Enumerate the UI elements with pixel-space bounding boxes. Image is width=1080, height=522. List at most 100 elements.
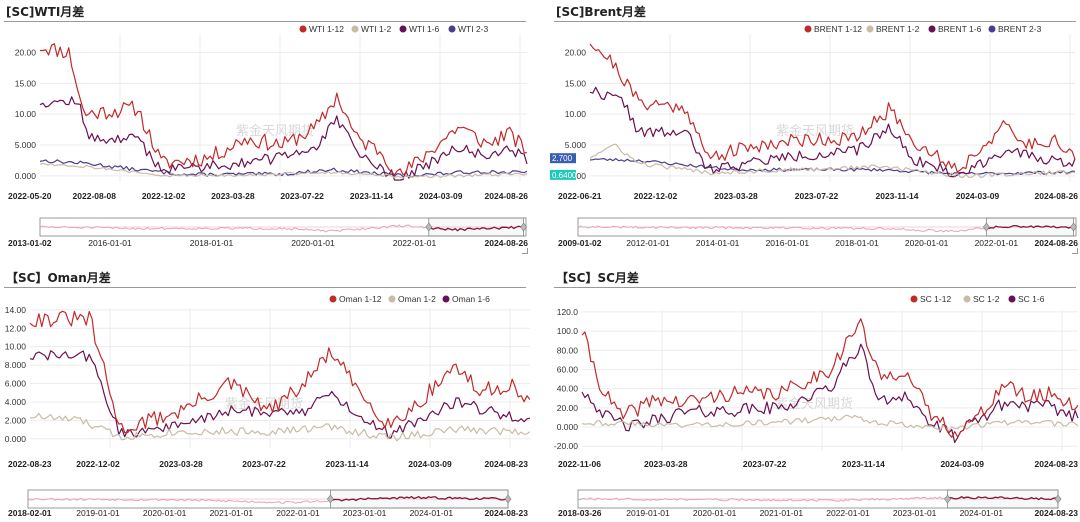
legend-label: WTI 2-3 <box>458 24 488 34</box>
legend-marker <box>329 295 337 303</box>
navigator-tick-label: 2020-01-01 <box>291 238 335 248</box>
x-tick-label: 2022-05-20 <box>8 191 52 201</box>
x-tick-label: 2024-03-09 <box>956 191 1000 201</box>
navigator-window <box>947 489 1059 509</box>
y-tick-label: 60.00 <box>557 364 579 374</box>
y-axis: -20.00 0.000 20.00 40.00 60.00 80.00 100.0 120.… <box>554 307 578 451</box>
y-tick-label: 4.000 <box>5 397 27 407</box>
watermark: 紫金天风期货 <box>776 123 854 139</box>
series-group <box>589 43 1076 179</box>
navigator-tick-label: 2018-02-01 <box>8 508 52 518</box>
navigator-handle-left <box>982 222 990 232</box>
title-divider <box>4 287 526 288</box>
legend-marker <box>988 25 996 33</box>
value-labels: 2.700 0.6400 <box>550 153 577 180</box>
legend-label: WTI 1-2 <box>361 24 391 34</box>
legend-label: SC 1-12 <box>920 294 951 304</box>
grid <box>582 310 1078 451</box>
series-line-3 <box>581 343 1079 444</box>
navigator-handle-right <box>520 222 527 232</box>
y-tick-label: 40.00 <box>557 384 579 394</box>
navigator-tick-label: 2024-08-23 <box>1035 508 1079 518</box>
series-group <box>39 43 528 181</box>
x-tick-label: 2023-07-22 <box>280 191 324 201</box>
x-tick-label: 2023-03-28 <box>714 191 758 201</box>
legend-marker <box>804 25 812 33</box>
y-tick-label: -20.00 <box>554 441 578 451</box>
x-tick-label: 2023-03-28 <box>211 191 255 201</box>
y-tick-label: 120.0 <box>557 307 579 317</box>
x-tick-label: 2023-03-28 <box>159 459 203 469</box>
x-tick-label: 2024-03-09 <box>940 459 984 469</box>
x-axis: 2022-08-23 2022-12-02 2023-03-28 2023-07-22… <box>8 459 528 469</box>
chart-title: [SC]Brent月差 <box>556 5 646 19</box>
series-line-4 <box>39 159 528 178</box>
y-tick-label: 14.00 <box>5 305 27 315</box>
navigator-tick-label: 2024-01-01 <box>410 508 454 518</box>
navigator-tick-label: 2013-01-02 <box>8 238 52 248</box>
y-tick-label: 100.0 <box>557 326 579 336</box>
y-tick-label: 2.000 <box>5 415 27 425</box>
y-tick-label: 12.00 <box>5 323 27 333</box>
navigator: 2018-02-01 2019-01-01 2020-01-01 2021-01-01… <box>8 489 528 518</box>
resize-handle[interactable] <box>522 248 528 254</box>
navigator: 2009-01-02 2012-01-01 2014-01-01 2016-01-01… <box>558 217 1079 248</box>
legend-label: Oman 1-2 <box>398 294 436 304</box>
navigator-tick-label: 2023-01-01 <box>893 508 937 518</box>
x-tick-label: 2023-11-14 <box>325 459 368 469</box>
series-line-3 <box>39 96 528 181</box>
navigator-selected-series <box>988 224 1074 230</box>
legend-label: BRENT 1-2 <box>876 24 920 34</box>
navigator-tick-label: 2016-01-01 <box>766 238 810 248</box>
y-tick-label: 80.00 <box>557 345 579 355</box>
x-tick-label: 2023-11-14 <box>842 459 885 469</box>
series-line-1 <box>40 43 528 176</box>
series-line-1 <box>29 310 530 434</box>
legend-label: Oman 1-6 <box>452 294 490 304</box>
navigator-tick-label: 2012-01-01 <box>626 238 670 248</box>
y-axis: 0.000 2.000 4.000 6.000 8.000 10.00 12.00 14.00 <box>5 305 27 444</box>
x-tick-label: 2022-08-08 <box>73 191 117 201</box>
y-tick-label: 20.00 <box>15 48 37 58</box>
navigator-selected-series <box>331 495 509 502</box>
x-tick-label: 2023-07-22 <box>795 191 839 201</box>
series-line-1 <box>581 318 1079 438</box>
series-line-1 <box>589 43 1076 173</box>
navigator-tick-label: 2020-01-01 <box>905 238 949 248</box>
navigator-selected-series <box>430 225 524 232</box>
legend-label: WTI 1-6 <box>409 24 439 34</box>
legend-label: WTI 1-12 <box>309 24 344 34</box>
y-tick-label: 0.000 <box>5 434 27 444</box>
x-tick-label: 2023-03-28 <box>644 459 688 469</box>
navigator-handle-left <box>425 222 433 232</box>
navigator-tick-label: 2024-08-26 <box>1035 238 1079 248</box>
y-tick-label: 10.00 <box>5 342 27 352</box>
x-axis: 2022-06-21 2022-12-02 2023-03-28 2023-07-22… <box>558 191 1078 201</box>
legend-marker <box>1008 295 1016 303</box>
navigator-handle-right <box>1070 222 1077 232</box>
navigator-tick-label: 2022-01-01 <box>393 238 437 248</box>
legend-label: Oman 1-12 <box>339 294 382 304</box>
legend-label: BRENT 1-6 <box>938 24 982 34</box>
y-tick-label: 15.00 <box>15 78 37 88</box>
navigator-handle-left <box>327 494 334 504</box>
navigator-tick-label: 2018-01-01 <box>835 238 879 248</box>
resize-handle[interactable] <box>1072 248 1078 254</box>
legend-marker <box>910 295 918 303</box>
y-axis: 0.000 5.000 10.00 15.00 20.00 <box>15 48 37 181</box>
grid <box>30 308 530 448</box>
legend-marker <box>299 25 307 33</box>
navigator-tick-label: 2019-01-01 <box>626 508 670 518</box>
navigator-tick-label: 2022-01-01 <box>276 508 320 518</box>
navigator-tick-label: 2020-01-01 <box>693 508 737 518</box>
navigator: 2013-01-02 2016-01-01 2018-01-01 2020-01-01… <box>8 217 528 248</box>
grid <box>40 34 527 182</box>
navigator-tick-label: 2020-01-01 <box>143 508 187 518</box>
y-tick-label: 10.00 <box>15 109 37 119</box>
x-tick-label: 2024-08-26 <box>1035 191 1079 201</box>
legend-label: BRENT 1-12 <box>814 24 862 34</box>
series-line-3 <box>29 350 530 439</box>
legend: SC 1-12 SC 1-2 SC 1-6 <box>910 294 1045 304</box>
y-tick-label: 20.00 <box>565 48 587 58</box>
x-tick-label: 2022-11-06 <box>558 459 601 469</box>
